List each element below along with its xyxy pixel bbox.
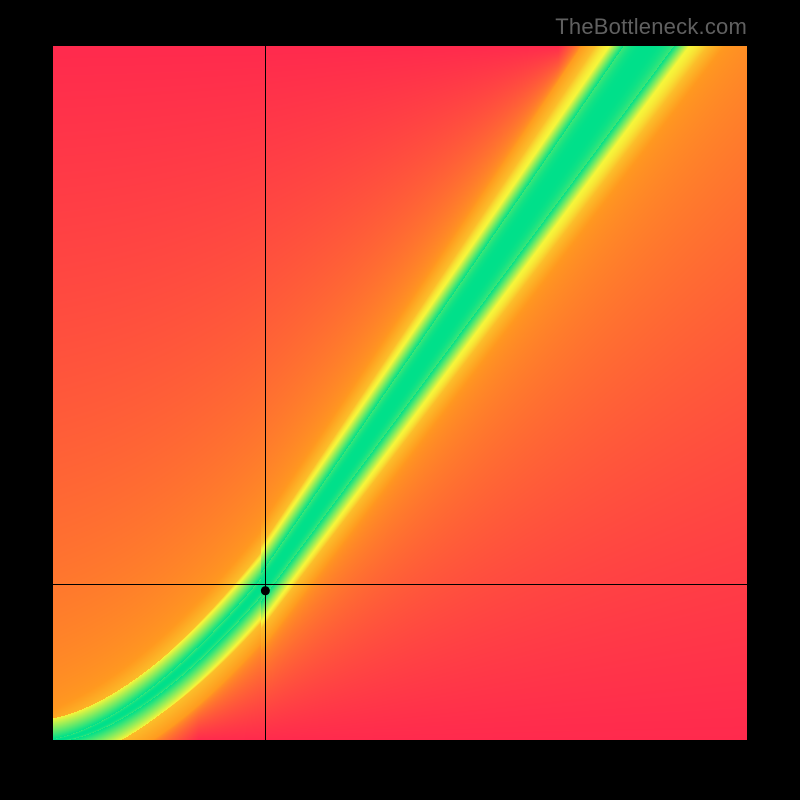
- watermark-text: TheBottleneck.com: [555, 14, 747, 40]
- bottleneck-heatmap: [53, 46, 747, 740]
